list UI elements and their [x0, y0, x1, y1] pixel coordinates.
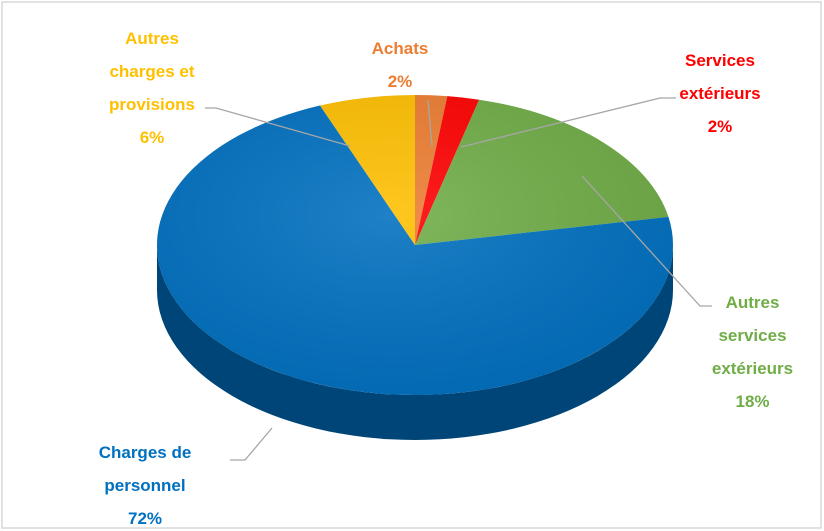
leader-line	[230, 427, 273, 461]
category-label: Autres services extérieurs	[711, 293, 794, 378]
category-label: Services extérieurs	[679, 51, 761, 103]
leader-line	[460, 97, 676, 148]
data-label: Autres services extérieurs 18%	[690, 286, 815, 418]
category-label: Autres charges et provisions	[109, 29, 195, 114]
leader-lines	[205, 97, 712, 461]
data-label: Services extérieurs 2%	[660, 44, 780, 143]
data-label: Charges de personnel 72%	[70, 436, 220, 531]
value-label: 18%	[735, 392, 770, 411]
category-label: Charges de personnel	[98, 443, 192, 495]
data-label: Achats 2%	[340, 32, 460, 98]
value-label: 6%	[139, 128, 165, 147]
leader-line	[205, 107, 351, 147]
data-label: Autres charges et provisions 6%	[92, 22, 212, 154]
leader-line	[581, 175, 712, 307]
value-label: 2%	[707, 117, 733, 136]
value-label: 72%	[127, 509, 163, 528]
leader-line	[427, 99, 433, 147]
pie	[156, 95, 673, 440]
category-label: Achats	[371, 39, 429, 58]
value-label: 2%	[387, 72, 413, 91]
